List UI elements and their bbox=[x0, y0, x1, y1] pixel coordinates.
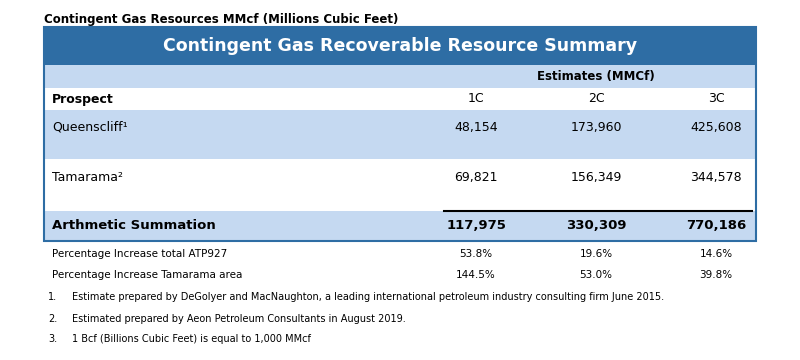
FancyBboxPatch shape bbox=[44, 65, 756, 88]
Text: 344,578: 344,578 bbox=[690, 171, 742, 184]
Text: 19.6%: 19.6% bbox=[579, 249, 613, 259]
Text: 2C: 2C bbox=[588, 93, 604, 105]
Text: Estimate prepared by DeGolyer and MacNaughton, a leading international petroleum: Estimate prepared by DeGolyer and MacNau… bbox=[72, 292, 664, 302]
Text: Contingent Gas Resources MMcf (Millions Cubic Feet): Contingent Gas Resources MMcf (Millions … bbox=[44, 13, 398, 26]
Text: 39.8%: 39.8% bbox=[699, 270, 733, 280]
Text: 173,960: 173,960 bbox=[570, 121, 622, 134]
Text: 425,608: 425,608 bbox=[690, 121, 742, 134]
Text: 330,309: 330,309 bbox=[566, 219, 626, 233]
Text: 53.8%: 53.8% bbox=[459, 249, 493, 259]
Text: 144.5%: 144.5% bbox=[456, 270, 496, 280]
Text: Prospect: Prospect bbox=[52, 93, 114, 105]
Text: 3.: 3. bbox=[48, 334, 57, 344]
Text: 1 Bcf (Billions Cubic Feet) is equal to 1,000 MMcf: 1 Bcf (Billions Cubic Feet) is equal to … bbox=[72, 334, 311, 344]
Text: 1.: 1. bbox=[48, 292, 57, 302]
Text: Percentage Increase total ATP927: Percentage Increase total ATP927 bbox=[52, 249, 227, 259]
Text: 2.: 2. bbox=[48, 314, 58, 324]
Text: 69,821: 69,821 bbox=[454, 171, 498, 184]
Text: Estimates (MMCf): Estimates (MMCf) bbox=[537, 70, 655, 83]
Text: Tamarama²: Tamarama² bbox=[52, 171, 123, 184]
Text: Arthmetic Summation: Arthmetic Summation bbox=[52, 219, 216, 233]
Text: 53.0%: 53.0% bbox=[579, 270, 613, 280]
Text: Estimated prepared by Aeon Petroleum Consultants in August 2019.: Estimated prepared by Aeon Petroleum Con… bbox=[72, 314, 406, 324]
Text: Queenscliff¹: Queenscliff¹ bbox=[52, 121, 128, 134]
FancyBboxPatch shape bbox=[44, 211, 756, 241]
Text: 156,349: 156,349 bbox=[570, 171, 622, 184]
Text: 117,975: 117,975 bbox=[446, 219, 506, 233]
Text: 1C: 1C bbox=[468, 93, 484, 105]
FancyBboxPatch shape bbox=[44, 110, 756, 145]
Text: 14.6%: 14.6% bbox=[699, 249, 733, 259]
Text: Percentage Increase Tamarama area: Percentage Increase Tamarama area bbox=[52, 270, 242, 280]
FancyBboxPatch shape bbox=[44, 145, 756, 159]
FancyBboxPatch shape bbox=[44, 27, 756, 65]
Text: 770,186: 770,186 bbox=[686, 219, 746, 233]
FancyBboxPatch shape bbox=[44, 88, 756, 110]
Text: 48,154: 48,154 bbox=[454, 121, 498, 134]
FancyBboxPatch shape bbox=[44, 195, 756, 211]
Text: 3C: 3C bbox=[708, 93, 724, 105]
Text: Contingent Gas Recoverable Resource Summary: Contingent Gas Recoverable Resource Summ… bbox=[163, 37, 637, 55]
FancyBboxPatch shape bbox=[44, 159, 756, 195]
